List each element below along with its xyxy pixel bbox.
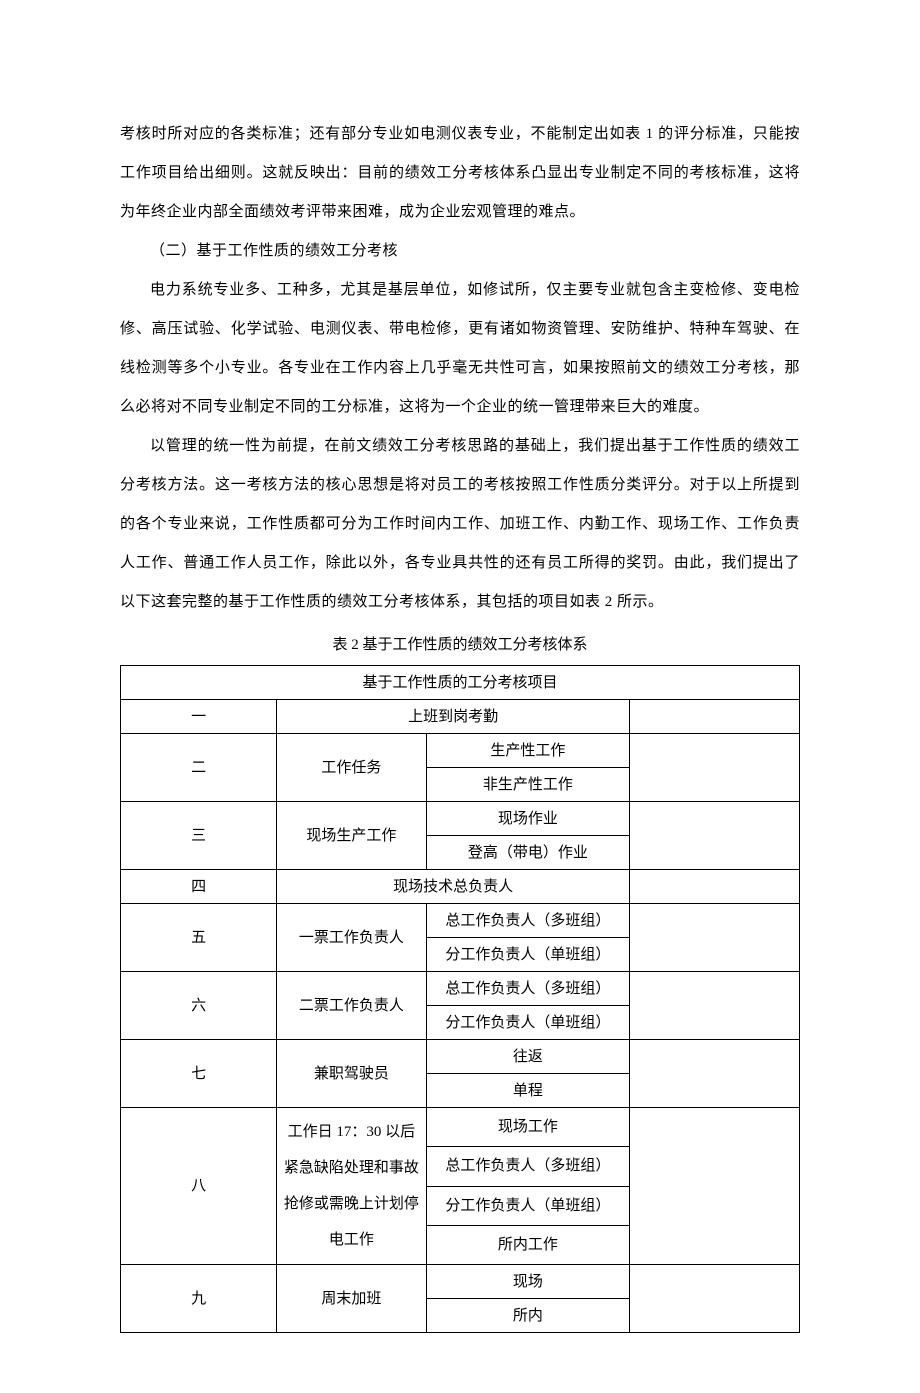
row-number: 四	[121, 870, 277, 904]
row-subitem: 现场工作	[426, 1108, 630, 1147]
row-category: 工作任务	[277, 734, 426, 802]
row-blank	[630, 972, 800, 1040]
row-subitem: 总工作负责人（多班组）	[426, 1147, 630, 1186]
section-heading: （二）基于工作性质的绩效工分考核	[120, 232, 800, 271]
row-blank	[630, 734, 800, 802]
row-blank	[630, 1265, 800, 1333]
row-category: 一票工作负责人	[277, 904, 426, 972]
row-subitem: 分工作负责人（单班组）	[426, 1186, 630, 1225]
row-subitem: 现场	[426, 1265, 630, 1299]
assessment-table: 基于工作性质的工分考核项目 一 上班到岗考勤 二 工作任务 生产性工作 非生产性…	[120, 665, 800, 1333]
row-category: 周末加班	[277, 1265, 426, 1333]
paragraph-continuation: 考核时所对应的各类标准；还有部分专业如电测仪表专业，不能制定出如表 1 的评分标…	[120, 115, 800, 232]
row-subitem: 所内工作	[426, 1225, 630, 1264]
row-subitem: 现场作业	[426, 802, 630, 836]
row-subitem: 总工作负责人（多班组）	[426, 904, 630, 938]
row-number: 六	[121, 972, 277, 1040]
row-number: 三	[121, 802, 277, 870]
row-category: 工作日 17：30 以后紧急缺陷处理和事故抢修或需晚上计划停电工作	[277, 1108, 426, 1265]
row-subitem: 总工作负责人（多班组）	[426, 972, 630, 1006]
row-number: 二	[121, 734, 277, 802]
paragraph-body: 电力系统专业多、工种多，尤其是基层单位，如修试所，仅主要专业就包含主变检修、变电…	[120, 271, 800, 427]
row-blank	[630, 700, 800, 734]
row-number: 一	[121, 700, 277, 734]
row-blank	[630, 904, 800, 972]
row-category: 二票工作负责人	[277, 972, 426, 1040]
row-subitem: 分工作负责人（单班组）	[426, 1006, 630, 1040]
row-subitem: 单程	[426, 1074, 630, 1108]
row-subitem: 登高（带电）作业	[426, 836, 630, 870]
row-subitem: 所内	[426, 1299, 630, 1333]
row-subitem: 分工作负责人（单班组）	[426, 938, 630, 972]
row-subitem: 生产性工作	[426, 734, 630, 768]
row-category: 现场生产工作	[277, 802, 426, 870]
row-category: 现场技术总负责人	[277, 870, 630, 904]
row-blank	[630, 1040, 800, 1108]
row-subitem: 非生产性工作	[426, 768, 630, 802]
row-number: 九	[121, 1265, 277, 1333]
row-blank	[630, 802, 800, 870]
row-category: 上班到岗考勤	[277, 700, 630, 734]
row-blank	[630, 1108, 800, 1265]
table-header: 基于工作性质的工分考核项目	[121, 666, 800, 700]
row-subitem: 往返	[426, 1040, 630, 1074]
row-number: 五	[121, 904, 277, 972]
paragraph-body: 以管理的统一性为前提，在前文绩效工分考核思路的基础上，我们提出基于工作性质的绩效…	[120, 427, 800, 622]
table-caption: 表 2 基于工作性质的绩效工分考核体系	[120, 626, 800, 665]
row-number: 八	[121, 1108, 277, 1265]
row-number: 七	[121, 1040, 277, 1108]
row-blank	[630, 870, 800, 904]
row-category: 兼职驾驶员	[277, 1040, 426, 1108]
